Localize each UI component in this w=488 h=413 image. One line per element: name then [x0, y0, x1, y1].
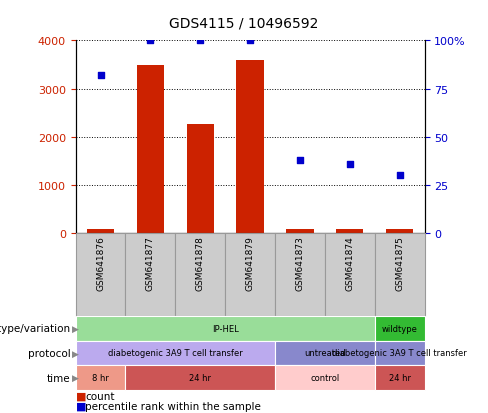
Bar — [87, 230, 114, 233]
Text: 24 hr: 24 hr — [189, 373, 211, 382]
Point — [246, 38, 254, 45]
Text: ▶: ▶ — [72, 324, 79, 333]
Point — [97, 73, 104, 79]
Bar — [286, 230, 314, 233]
Text: GDS4115 / 10496592: GDS4115 / 10496592 — [169, 17, 319, 31]
Bar — [186, 125, 214, 233]
Point — [146, 38, 154, 45]
Text: wildtype: wildtype — [382, 324, 418, 333]
Text: diabetogenic 3A9 T cell transfer: diabetogenic 3A9 T cell transfer — [108, 349, 243, 358]
Text: ■: ■ — [76, 391, 86, 401]
Text: 24 hr: 24 hr — [388, 373, 410, 382]
Point — [196, 38, 204, 45]
Text: ▶: ▶ — [72, 349, 79, 358]
Text: count: count — [85, 391, 115, 401]
Text: GSM641879: GSM641879 — [245, 235, 255, 290]
Bar — [386, 230, 413, 233]
Text: GSM641875: GSM641875 — [395, 235, 404, 290]
Bar — [137, 66, 164, 233]
Text: ■: ■ — [76, 401, 86, 411]
Text: genotype/variation: genotype/variation — [0, 323, 71, 333]
Text: GSM641873: GSM641873 — [295, 235, 305, 290]
Text: untreated: untreated — [304, 349, 346, 358]
Bar — [236, 61, 264, 233]
Bar — [336, 230, 364, 233]
Text: 8 hr: 8 hr — [92, 373, 109, 382]
Text: diabetogenic 3A9 T cell transfer: diabetogenic 3A9 T cell transfer — [332, 349, 467, 358]
Text: protocol: protocol — [28, 348, 71, 358]
Text: GSM641877: GSM641877 — [146, 235, 155, 290]
Text: GSM641878: GSM641878 — [196, 235, 205, 290]
Point — [296, 157, 304, 164]
Text: percentile rank within the sample: percentile rank within the sample — [85, 401, 261, 411]
Point — [346, 161, 354, 168]
Text: time: time — [47, 373, 71, 383]
Text: ▶: ▶ — [72, 373, 79, 382]
Text: GSM641874: GSM641874 — [346, 235, 354, 290]
Text: GSM641876: GSM641876 — [96, 235, 105, 290]
Point — [396, 173, 404, 179]
Text: control: control — [310, 373, 340, 382]
Text: IP-HEL: IP-HEL — [212, 324, 239, 333]
